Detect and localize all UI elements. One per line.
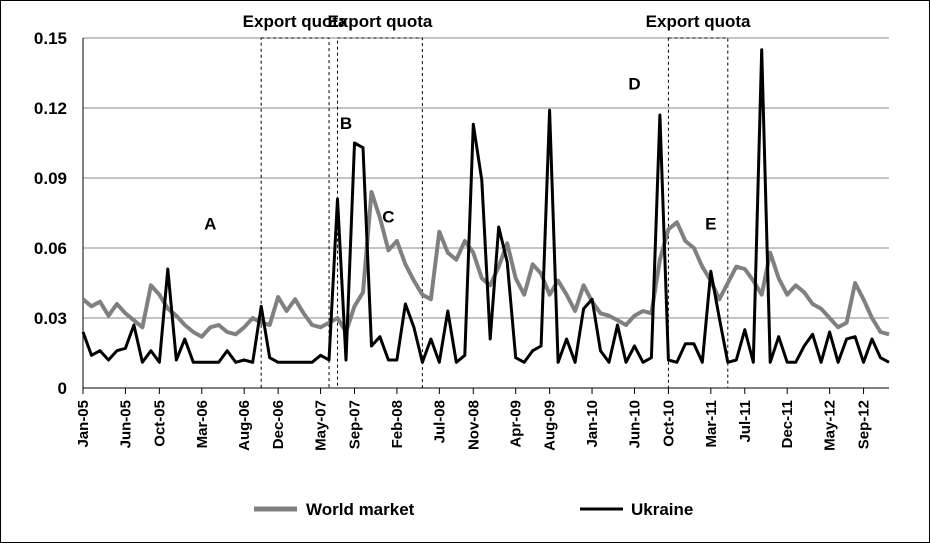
legend-label-ukraine: Ukraine xyxy=(631,500,693,519)
annotations: A B C D E xyxy=(204,74,716,233)
x-tick-label: May-07 xyxy=(313,400,330,451)
x-tick-label: Mar-11 xyxy=(703,400,720,448)
y-tick-label: 0 xyxy=(58,379,67,398)
legend-label-world-market: World market xyxy=(306,500,415,519)
y-tick-label: 0.06 xyxy=(34,239,67,258)
y-tick-label: 0.15 xyxy=(34,29,67,48)
annotation-e: E xyxy=(705,214,716,233)
x-tick-label: Jan-10 xyxy=(584,400,601,448)
x-tick-label: Jan-05 xyxy=(75,400,92,448)
y-tick-label: 0.12 xyxy=(34,99,67,118)
x-tick-label: Jun-05 xyxy=(117,400,134,448)
x-tick-label: Apr-09 xyxy=(508,400,525,448)
annotation-d: D xyxy=(628,74,640,93)
legend: World market Ukraine xyxy=(254,500,693,519)
y-tick-label: 0.09 xyxy=(34,169,67,188)
x-tick-label: Sep-12 xyxy=(856,400,873,449)
export-quota-label: Export quota xyxy=(243,12,348,31)
export-quota-box xyxy=(667,37,729,389)
x-tick-label: Dec-06 xyxy=(270,400,287,449)
x-tick-label: Jul-08 xyxy=(431,400,448,443)
x-tick-label: Aug-06 xyxy=(236,400,253,451)
series-line-ukraine xyxy=(81,48,890,364)
axes: 0 0.03 0.06 0.09 0.12 0.15 Jan-05 Jun-05 Oct-05 M… xyxy=(34,29,889,451)
x-tick-label: Oct-10 xyxy=(660,400,677,447)
y-tick-label: 0.03 xyxy=(34,309,67,328)
export-quota-label: Export quota xyxy=(328,12,433,31)
series-lines xyxy=(81,48,890,364)
x-tick-label: Dec-11 xyxy=(779,400,796,448)
export-quota-box xyxy=(260,37,330,389)
export-quota-label: Export quota xyxy=(646,12,751,31)
annotation-b: B xyxy=(340,114,352,133)
x-tick-label: Oct-05 xyxy=(151,400,168,447)
x-tick-label: May-12 xyxy=(822,400,839,451)
annotation-a: A xyxy=(204,214,216,233)
x-tick-label: Feb-08 xyxy=(389,400,406,448)
x-tick-label: Aug-09 xyxy=(542,400,559,451)
x-tick-label: Nov-08 xyxy=(465,400,482,450)
export-quota-box xyxy=(337,37,423,389)
x-tick-label: Sep-07 xyxy=(346,400,363,449)
x-tick-label: Jul-11 xyxy=(737,400,754,443)
annotation-c: C xyxy=(382,207,394,226)
x-tick-label: Mar-06 xyxy=(194,400,211,448)
x-tick-label: Jun-10 xyxy=(626,400,643,448)
